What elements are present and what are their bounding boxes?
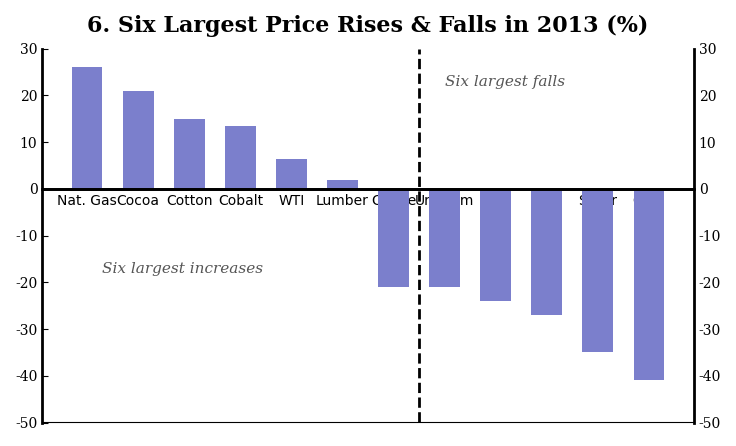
Bar bbox=[72, 67, 102, 189]
Text: Six largest increases: Six largest increases bbox=[102, 262, 263, 276]
Bar bbox=[123, 91, 154, 189]
Bar bbox=[634, 189, 664, 380]
Bar bbox=[174, 119, 205, 189]
Bar bbox=[582, 189, 613, 352]
Text: Six largest falls: Six largest falls bbox=[445, 75, 565, 89]
Bar bbox=[225, 126, 255, 189]
Bar bbox=[327, 180, 358, 189]
Bar bbox=[276, 158, 307, 189]
Bar bbox=[481, 189, 511, 301]
Bar bbox=[378, 189, 409, 287]
Title: 6. Six Largest Price Rises & Falls in 2013 (%): 6. Six Largest Price Rises & Falls in 20… bbox=[88, 15, 648, 37]
Bar bbox=[429, 189, 460, 287]
Bar bbox=[531, 189, 562, 315]
